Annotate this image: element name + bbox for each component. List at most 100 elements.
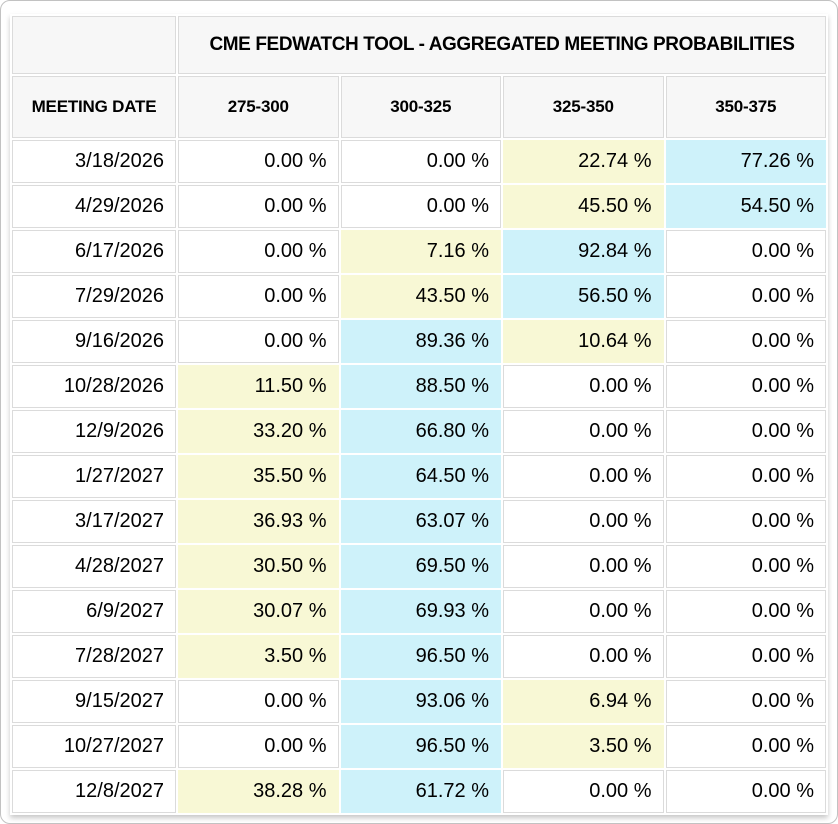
- probability-cell: 56.50 %: [503, 275, 664, 318]
- probability-cell: 0.00 %: [503, 500, 664, 543]
- probability-cell: 69.93 %: [340, 590, 501, 633]
- meeting-date-cell: 3/17/2027: [12, 500, 176, 543]
- probability-cell: 0.00 %: [665, 635, 826, 678]
- table-title: CME FEDWATCH TOOL - AGGREGATED MEETING P…: [178, 16, 826, 74]
- meeting-date-cell: 12/9/2026: [12, 410, 176, 453]
- probability-cell: 0.00 %: [665, 725, 826, 768]
- probability-cell: 0.00 %: [503, 455, 664, 498]
- meeting-date-cell: 12/8/2027: [12, 770, 176, 813]
- probability-cell: 11.50 %: [178, 365, 339, 408]
- probability-cell: 96.50 %: [340, 725, 501, 768]
- probability-cell: 0.00 %: [340, 185, 501, 228]
- meeting-date-cell: 9/16/2026: [12, 320, 176, 363]
- table-row: 6/9/2027 30.07 % 69.93 % 0.00 % 0.00 %: [12, 590, 826, 633]
- probability-cell: 66.80 %: [340, 410, 501, 453]
- table-row: 7/29/2026 0.00 % 43.50 % 56.50 % 0.00 %: [12, 275, 826, 318]
- probability-cell: 0.00 %: [665, 320, 826, 363]
- table-row: 9/16/2026 0.00 % 89.36 % 10.64 % 0.00 %: [12, 320, 826, 363]
- probability-cell: 0.00 %: [178, 230, 339, 273]
- probability-cell: 30.07 %: [178, 590, 339, 633]
- probability-cell: 63.07 %: [340, 500, 501, 543]
- probability-cell: 38.28 %: [178, 770, 339, 813]
- rate-range-header: 350-375: [665, 76, 826, 138]
- probability-cell: 3.50 %: [178, 635, 339, 678]
- probability-cell: 0.00 %: [665, 680, 826, 723]
- probability-cell: 54.50 %: [665, 185, 826, 228]
- probability-cell: 0.00 %: [665, 500, 826, 543]
- probability-cell: 0.00 %: [503, 590, 664, 633]
- corner-cell: [12, 16, 176, 74]
- table-row: 12/8/2027 38.28 % 61.72 % 0.00 % 0.00 %: [12, 770, 826, 813]
- probability-cell: 22.74 %: [503, 140, 664, 183]
- meeting-date-cell: 6/17/2026: [12, 230, 176, 273]
- probability-cell: 6.94 %: [503, 680, 664, 723]
- probability-cell: 0.00 %: [178, 140, 339, 183]
- probability-cell: 0.00 %: [503, 410, 664, 453]
- probability-cell: 92.84 %: [503, 230, 664, 273]
- meeting-date-cell: 10/27/2027: [12, 725, 176, 768]
- rate-range-header: 300-325: [340, 76, 501, 138]
- probability-cell: 35.50 %: [178, 455, 339, 498]
- probability-cell: 88.50 %: [340, 365, 501, 408]
- probability-cell: 0.00 %: [665, 455, 826, 498]
- table-row: 3/17/2027 36.93 % 63.07 % 0.00 % 0.00 %: [12, 500, 826, 543]
- table-row: 10/28/2026 11.50 % 88.50 % 0.00 % 0.00 %: [12, 365, 826, 408]
- probability-cell: 96.50 %: [340, 635, 501, 678]
- probability-cell: 0.00 %: [178, 680, 339, 723]
- meeting-date-cell: 10/28/2026: [12, 365, 176, 408]
- probability-cell: 0.00 %: [503, 770, 664, 813]
- probability-cell: 0.00 %: [503, 365, 664, 408]
- column-header-row: MEETING DATE 275-300 300-325 325-350 350-375: [12, 76, 826, 138]
- fedwatch-probabilities-table: CME FEDWATCH TOOL - AGGREGATED MEETING P…: [10, 14, 828, 815]
- meeting-date-cell: 7/29/2026: [12, 275, 176, 318]
- table-body: 3/18/2026 0.00 % 0.00 % 22.74 % 77.26 % 4/29/…: [12, 140, 826, 813]
- probability-cell: 7.16 %: [340, 230, 501, 273]
- probability-cell: 69.50 %: [340, 545, 501, 588]
- probability-cell: 77.26 %: [665, 140, 826, 183]
- meeting-date-cell: 3/18/2026: [12, 140, 176, 183]
- probability-cell: 0.00 %: [665, 230, 826, 273]
- probability-cell: 0.00 %: [340, 140, 501, 183]
- rate-range-header: 275-300: [178, 76, 339, 138]
- probability-cell: 89.36 %: [340, 320, 501, 363]
- table-row: 1/27/2027 35.50 % 64.50 % 0.00 % 0.00 %: [12, 455, 826, 498]
- table-row: 4/28/2027 30.50 % 69.50 % 0.00 % 0.00 %: [12, 545, 826, 588]
- meeting-date-cell: 7/28/2027: [12, 635, 176, 678]
- probability-cell: 33.20 %: [178, 410, 339, 453]
- table-row: 7/28/2027 3.50 % 96.50 % 0.00 % 0.00 %: [12, 635, 826, 678]
- table-row: 12/9/2026 33.20 % 66.80 % 0.00 % 0.00 %: [12, 410, 826, 453]
- meeting-date-cell: 9/15/2027: [12, 680, 176, 723]
- probability-cell: 0.00 %: [665, 545, 826, 588]
- probability-cell: 0.00 %: [503, 635, 664, 678]
- probability-cell: 43.50 %: [340, 275, 501, 318]
- probability-cell: 0.00 %: [665, 275, 826, 318]
- probability-cell: 0.00 %: [178, 320, 339, 363]
- probability-cell: 36.93 %: [178, 500, 339, 543]
- probability-cell: 10.64 %: [503, 320, 664, 363]
- meeting-date-cell: 4/28/2027: [12, 545, 176, 588]
- rate-range-header: 325-350: [503, 76, 664, 138]
- probability-cell: 0.00 %: [178, 185, 339, 228]
- table-title-row: CME FEDWATCH TOOL - AGGREGATED MEETING P…: [12, 16, 826, 74]
- probability-cell: 93.06 %: [340, 680, 501, 723]
- probability-cell: 0.00 %: [665, 365, 826, 408]
- probability-cell: 0.00 %: [665, 410, 826, 453]
- probability-cell: 0.00 %: [665, 590, 826, 633]
- probability-cell: 64.50 %: [340, 455, 501, 498]
- probability-cell: 3.50 %: [503, 725, 664, 768]
- probability-cell: 0.00 %: [503, 545, 664, 588]
- meeting-date-header: MEETING DATE: [12, 76, 176, 138]
- table-row: 6/17/2026 0.00 % 7.16 % 92.84 % 0.00 %: [12, 230, 826, 273]
- table-row: 9/15/2027 0.00 % 93.06 % 6.94 % 0.00 %: [12, 680, 826, 723]
- probability-cell: 0.00 %: [178, 275, 339, 318]
- table-row: 3/18/2026 0.00 % 0.00 % 22.74 % 77.26 %: [12, 140, 826, 183]
- meeting-date-cell: 1/27/2027: [12, 455, 176, 498]
- probability-cell: 61.72 %: [340, 770, 501, 813]
- probability-cell: 0.00 %: [178, 725, 339, 768]
- meeting-date-cell: 4/29/2026: [12, 185, 176, 228]
- table-row: 10/27/2027 0.00 % 96.50 % 3.50 % 0.00 %: [12, 725, 826, 768]
- table-row: 4/29/2026 0.00 % 0.00 % 45.50 % 54.50 %: [12, 185, 826, 228]
- probability-cell: 45.50 %: [503, 185, 664, 228]
- meeting-date-cell: 6/9/2027: [12, 590, 176, 633]
